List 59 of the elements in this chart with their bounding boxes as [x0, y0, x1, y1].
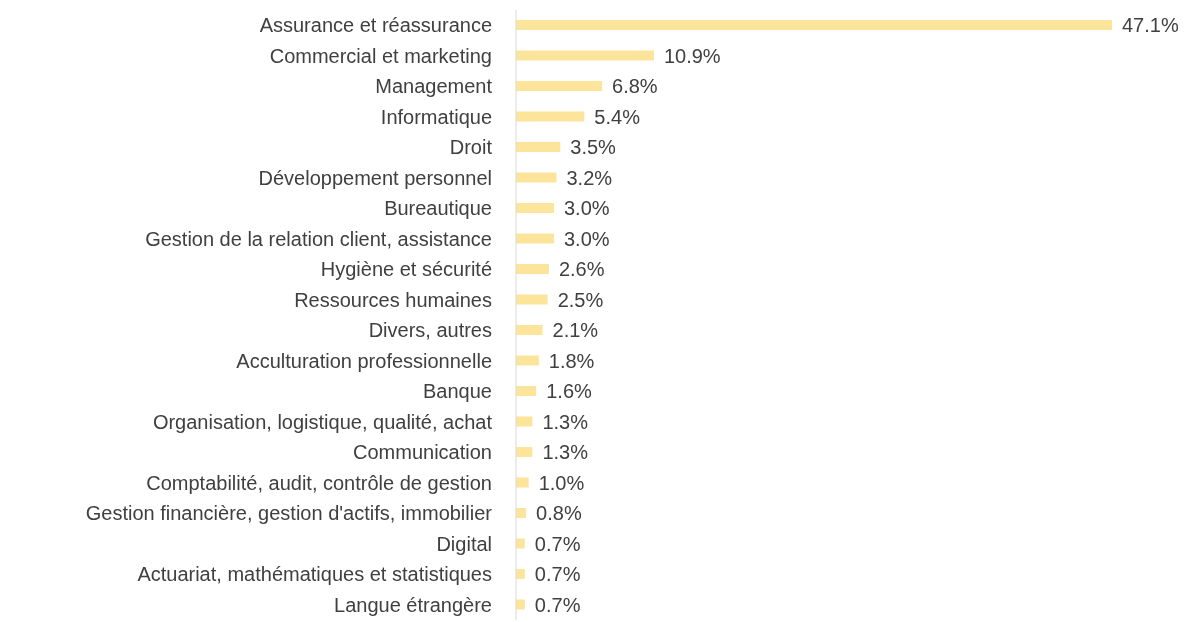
- y-tick-label: Acculturation professionnelle: [236, 349, 492, 372]
- bar: [516, 386, 537, 396]
- data-label: 47.1%: [1122, 14, 1179, 37]
- bar: [516, 111, 585, 122]
- bar: [516, 203, 554, 213]
- bar: [516, 416, 533, 427]
- y-tick-label: Langue étrangère: [334, 593, 492, 616]
- data-label: 3.0%: [563, 197, 610, 220]
- data-label: 3.2%: [566, 166, 613, 189]
- bar: [516, 233, 554, 244]
- data-label: 2.5%: [557, 288, 604, 311]
- data-label: 0.7%: [534, 593, 581, 616]
- y-tick-label: Développement personnel: [258, 166, 492, 189]
- bar: [516, 20, 1112, 30]
- bar: [516, 81, 603, 91]
- data-label: 0.7%: [534, 532, 581, 555]
- y-tick-label: Management: [375, 75, 493, 98]
- bar: [516, 355, 539, 366]
- data-label: 0.7%: [534, 563, 581, 586]
- y-tick-label: Commercial et marketing: [269, 44, 492, 67]
- data-label: 3.5%: [570, 136, 617, 159]
- y-tick-label: Gestion de la relation client, assistance: [145, 227, 492, 250]
- y-tick-label: Gestion financière, gestion d'actifs, immobilier: [85, 502, 493, 525]
- y-tick-label: Assurance et réassurance: [259, 14, 492, 37]
- data-label: 1.6%: [546, 380, 593, 403]
- y-tick-label: Digital: [436, 532, 492, 555]
- bar: [516, 599, 525, 610]
- data-label: 1.0%: [538, 471, 585, 494]
- data-label: 1.3%: [542, 410, 589, 433]
- data-label: 0.8%: [536, 502, 582, 525]
- y-tick-label: Banque: [423, 380, 492, 403]
- y-tick-label: Divers, autres: [368, 319, 492, 342]
- bar: [516, 264, 549, 274]
- data-label: 2.6%: [558, 258, 605, 281]
- y-tick-label: Bureautique: [384, 197, 492, 220]
- bar: [516, 569, 525, 579]
- data-label: 3.0%: [563, 227, 610, 250]
- y-tick-label: Comptabilité, audit, contrôle de gestion: [146, 471, 492, 494]
- bar: [516, 325, 543, 335]
- bar: [516, 172, 557, 183]
- bar: [516, 294, 548, 305]
- bar: [516, 477, 529, 488]
- y-tick-label: Droit: [449, 136, 493, 159]
- y-tick-label: Communication: [353, 441, 492, 464]
- data-label: 2.1%: [552, 319, 599, 342]
- y-tick-label: Hygiène et sécurité: [320, 258, 492, 281]
- data-label: 6.8%: [612, 75, 658, 98]
- y-tick-label: Ressources humaines: [294, 288, 492, 311]
- bar: [516, 50, 654, 61]
- data-label: 10.9%: [663, 44, 721, 67]
- bar: [516, 142, 561, 152]
- bar: [516, 447, 533, 457]
- y-tick-label: Organisation, logistique, qualité, achat: [152, 410, 493, 433]
- data-label: 5.4%: [594, 105, 641, 128]
- y-tick-label: Actuariat, mathématiques et statistiques: [137, 563, 492, 586]
- bar: [516, 538, 525, 549]
- data-label: 1.3%: [542, 441, 589, 464]
- data-label: 1.8%: [548, 349, 595, 372]
- y-tick-label: Informatique: [380, 105, 492, 128]
